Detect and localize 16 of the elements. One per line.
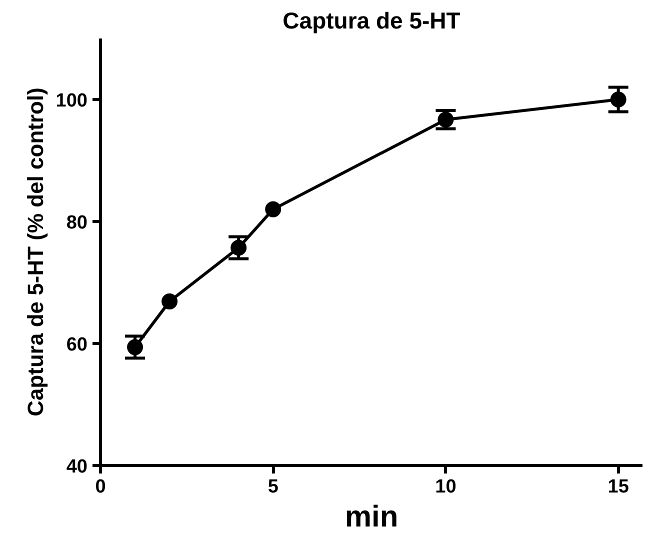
y-tick-label: 80 — [66, 212, 88, 234]
point — [265, 201, 282, 218]
x-tick-label: 15 — [608, 476, 630, 498]
x-axis-title: min — [344, 500, 398, 534]
x-tick-label: 0 — [95, 476, 106, 498]
point — [610, 92, 626, 108]
point — [162, 293, 178, 310]
chart-title: Captura de 5-HT — [282, 8, 460, 34]
point — [230, 240, 247, 256]
point — [127, 339, 144, 356]
y-tick-label: 40 — [66, 456, 88, 478]
y-tick-label: 60 — [66, 334, 88, 356]
y-axis-title: Captura de 5-HT (% del control) — [22, 88, 48, 416]
y-tick-label: 100 — [56, 90, 88, 112]
x-tick-label: 5 — [268, 476, 279, 498]
x-tick-label: 10 — [435, 476, 456, 498]
